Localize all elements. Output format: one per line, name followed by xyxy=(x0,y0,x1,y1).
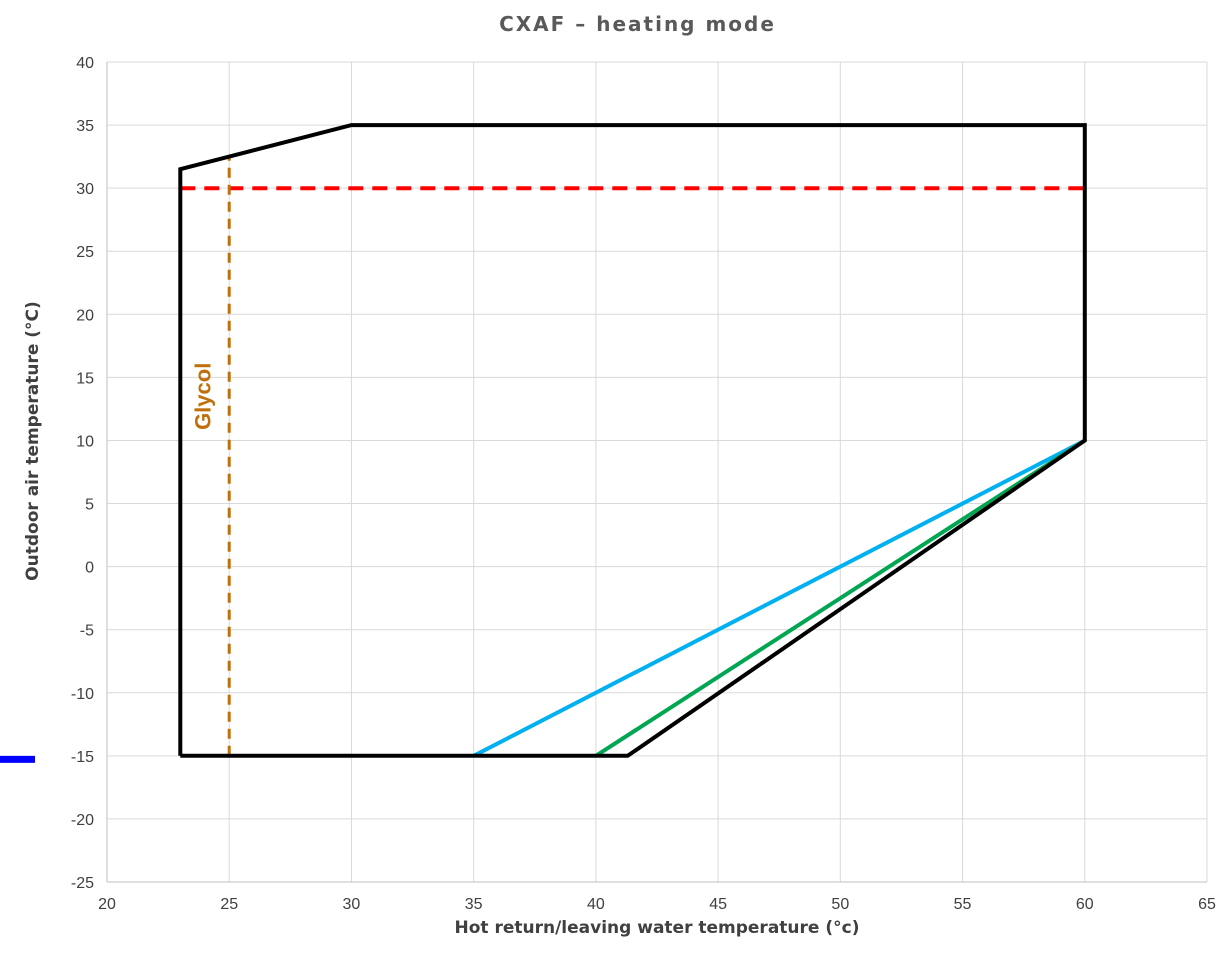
y-tick-label: 15 xyxy=(76,370,94,387)
x-tick-label: 65 xyxy=(1198,896,1216,913)
x-tick-label: 30 xyxy=(343,896,361,913)
y-tick-label: 5 xyxy=(85,497,94,514)
y-tick-label: -5 xyxy=(80,623,94,640)
y-tick-label: 10 xyxy=(76,433,94,450)
x-tick-label: 50 xyxy=(831,896,849,913)
x-tick-label: 25 xyxy=(220,896,238,913)
chart-tick-labels: 20 25 30 35 40 45 50 55 60 654035302520151050-5-1… xyxy=(71,55,1216,913)
x-tick-label: 20 xyxy=(98,896,116,913)
x-tick-label: 40 xyxy=(587,896,605,913)
y-tick-label: 0 xyxy=(85,560,94,577)
chart-title: CXAF – heating mode xyxy=(499,12,776,36)
y-tick-label: 30 xyxy=(76,181,94,198)
y-tick-label: 40 xyxy=(76,55,94,72)
chart-series xyxy=(178,123,1087,758)
y-tick-label: 25 xyxy=(76,244,94,261)
y-tick-label: -10 xyxy=(71,686,94,703)
series-line xyxy=(178,123,1087,758)
y-tick-label: -20 xyxy=(71,812,94,829)
chart-annotations: Glycol xyxy=(191,363,216,430)
series-line xyxy=(594,438,1086,758)
x-tick-label: 60 xyxy=(1076,896,1094,913)
y-tick-label: 20 xyxy=(76,307,94,324)
glycol-annotation: Glycol xyxy=(191,363,216,430)
series-line xyxy=(472,438,1086,758)
y-tick-label: -25 xyxy=(71,875,94,892)
marker-dash xyxy=(0,755,35,763)
x-axis-title: Hot return/leaving water temperature (°c… xyxy=(454,918,860,938)
chart-marker xyxy=(0,755,35,763)
x-tick-label: 45 xyxy=(709,896,727,913)
y-tick-label: -15 xyxy=(71,749,94,766)
y-tick-label: 35 xyxy=(76,118,94,135)
x-tick-label: 55 xyxy=(954,896,972,913)
x-tick-label: 35 xyxy=(465,896,483,913)
chart-axes xyxy=(106,62,1207,883)
